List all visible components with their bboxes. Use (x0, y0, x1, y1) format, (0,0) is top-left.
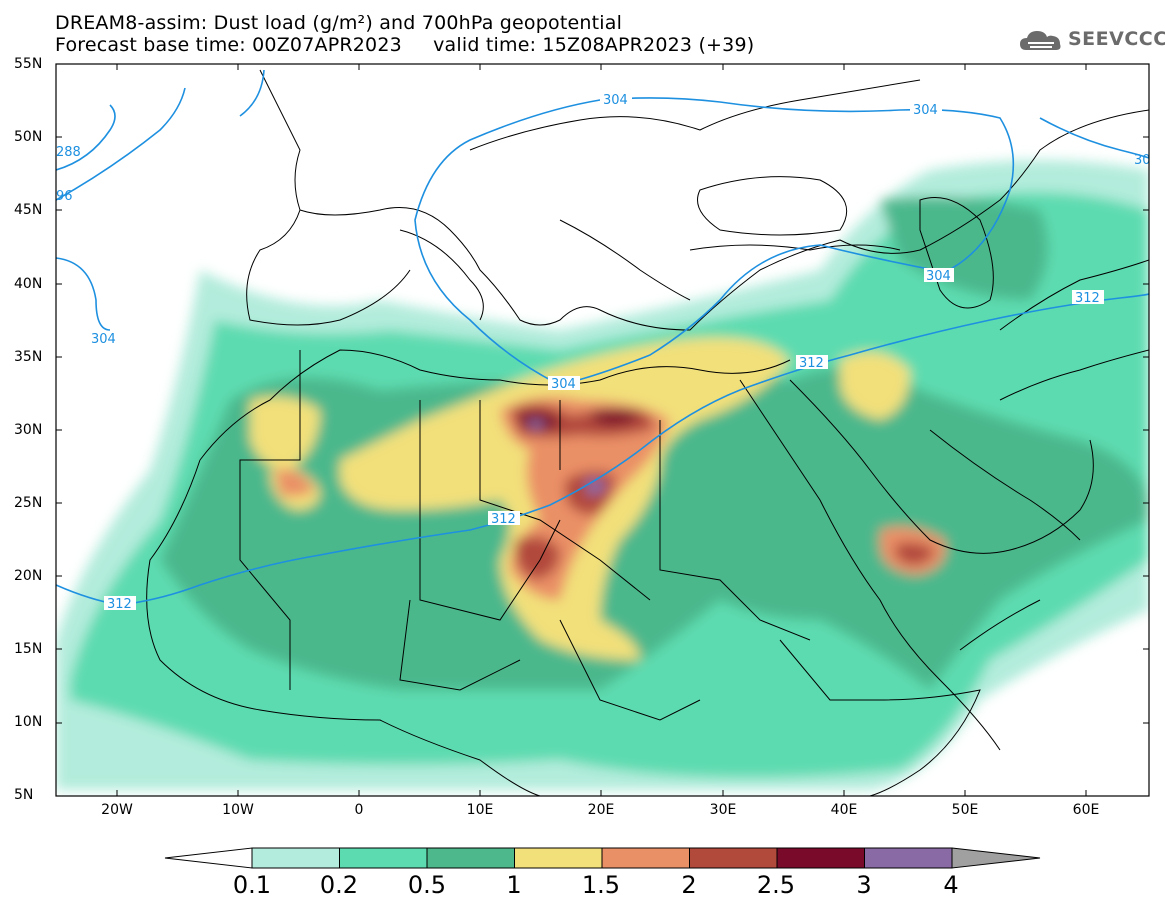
contour-label: 304 (91, 332, 116, 347)
contour-312 (56, 293, 1149, 606)
contour-label: 288 (56, 145, 81, 160)
contour-label: 304 (926, 269, 951, 284)
lat-label: 25N (14, 495, 43, 511)
axis-ticks (56, 63, 1149, 796)
colorbar-bin (339, 847, 428, 869)
lat-label: 20N (14, 568, 43, 584)
lat-label: 10N (14, 714, 43, 730)
colorbar-bin (776, 847, 865, 869)
lat-label: 35N (14, 349, 43, 365)
contour-296 (56, 87, 186, 201)
colorbar-bins (251, 847, 953, 869)
dust-layer-0.5-east (880, 196, 1048, 300)
dust-layer-1.5-west (275, 469, 315, 497)
colorbar-bin (251, 847, 340, 869)
colorbar-tick-label: 2.5 (756, 871, 796, 899)
dust-layer-1-west (250, 396, 320, 470)
contour-label: 312 (491, 512, 516, 527)
lat-label: 5N (14, 787, 34, 803)
lat-label: 50N (14, 129, 43, 145)
contour-label: 304 (551, 377, 576, 392)
lon-label: 40E (830, 802, 858, 818)
colorbar-tick-label: 1.5 (581, 871, 621, 899)
lat-label: 15N (14, 641, 43, 657)
colorbar-bin (689, 847, 778, 869)
lon-label: 0 (354, 802, 364, 818)
lat-label: 55N (14, 56, 43, 72)
contour-label: 312 (799, 356, 824, 371)
lat-label: 40N (14, 276, 43, 292)
colorbar-bin (864, 847, 953, 869)
colorbar-under-triangle (164, 847, 253, 869)
map-title: DREAM8-assim: Dust load (g/m²) and 700hP… (55, 12, 623, 34)
contour-304-east (1039, 117, 1149, 159)
contour-288 (56, 104, 116, 171)
colorbar-tick-label: 1 (506, 871, 522, 899)
colorbar-tick-label: 0.5 (407, 871, 447, 899)
lon-label: 30E (709, 802, 737, 818)
colorbar-tick-label: 4 (943, 871, 959, 899)
dust-layer-4-b (528, 419, 546, 430)
colorbar-tick-label: 0.2 (319, 871, 359, 899)
lon-label: 60E (1072, 802, 1100, 818)
contour-north (239, 69, 265, 117)
contour-label: 304 (913, 103, 938, 118)
lon-label: 20E (587, 802, 615, 818)
colorbar-bin (426, 847, 515, 869)
lon-label: 20W (101, 802, 133, 818)
lon-label: 10E (466, 802, 494, 818)
colorbar-tick-label: 2 (681, 871, 697, 899)
contour-label: 312 (1075, 291, 1100, 306)
lon-label: 50E (951, 802, 979, 818)
dust-layer-1-arabia (840, 352, 910, 420)
contour-304-west (56, 257, 111, 331)
contour-labels: 304 304 304 304 304 312 312 312 312 288 … (56, 92, 1151, 612)
colorbar-tick-label: 0.1 (232, 871, 272, 899)
lon-label: 10W (222, 802, 254, 818)
dust-layer-2-south (515, 536, 560, 580)
contour-label: 96 (56, 189, 73, 204)
logo-text: SEEVCCC (1068, 28, 1165, 50)
dust-layer-3-b (590, 408, 640, 425)
lat-label: 45N (14, 202, 43, 218)
map-subtitle: Forecast base time: 00Z07APR2023 valid t… (55, 34, 755, 56)
contour-label: 30 (1134, 153, 1151, 168)
dust-layer-2-arabia (895, 542, 935, 565)
cloud-icon (1020, 31, 1061, 50)
seevccc-logo: SEEVCCC (1018, 26, 1165, 56)
lat-label: 30N (14, 422, 43, 438)
contour-label: 312 (107, 597, 132, 612)
colorbar-bin (514, 847, 603, 869)
contour-label: 304 (603, 93, 628, 108)
colorbar-bin (601, 847, 690, 869)
colorbar-over-triangle (951, 847, 1041, 869)
colorbar-tick-label: 3 (856, 871, 872, 899)
